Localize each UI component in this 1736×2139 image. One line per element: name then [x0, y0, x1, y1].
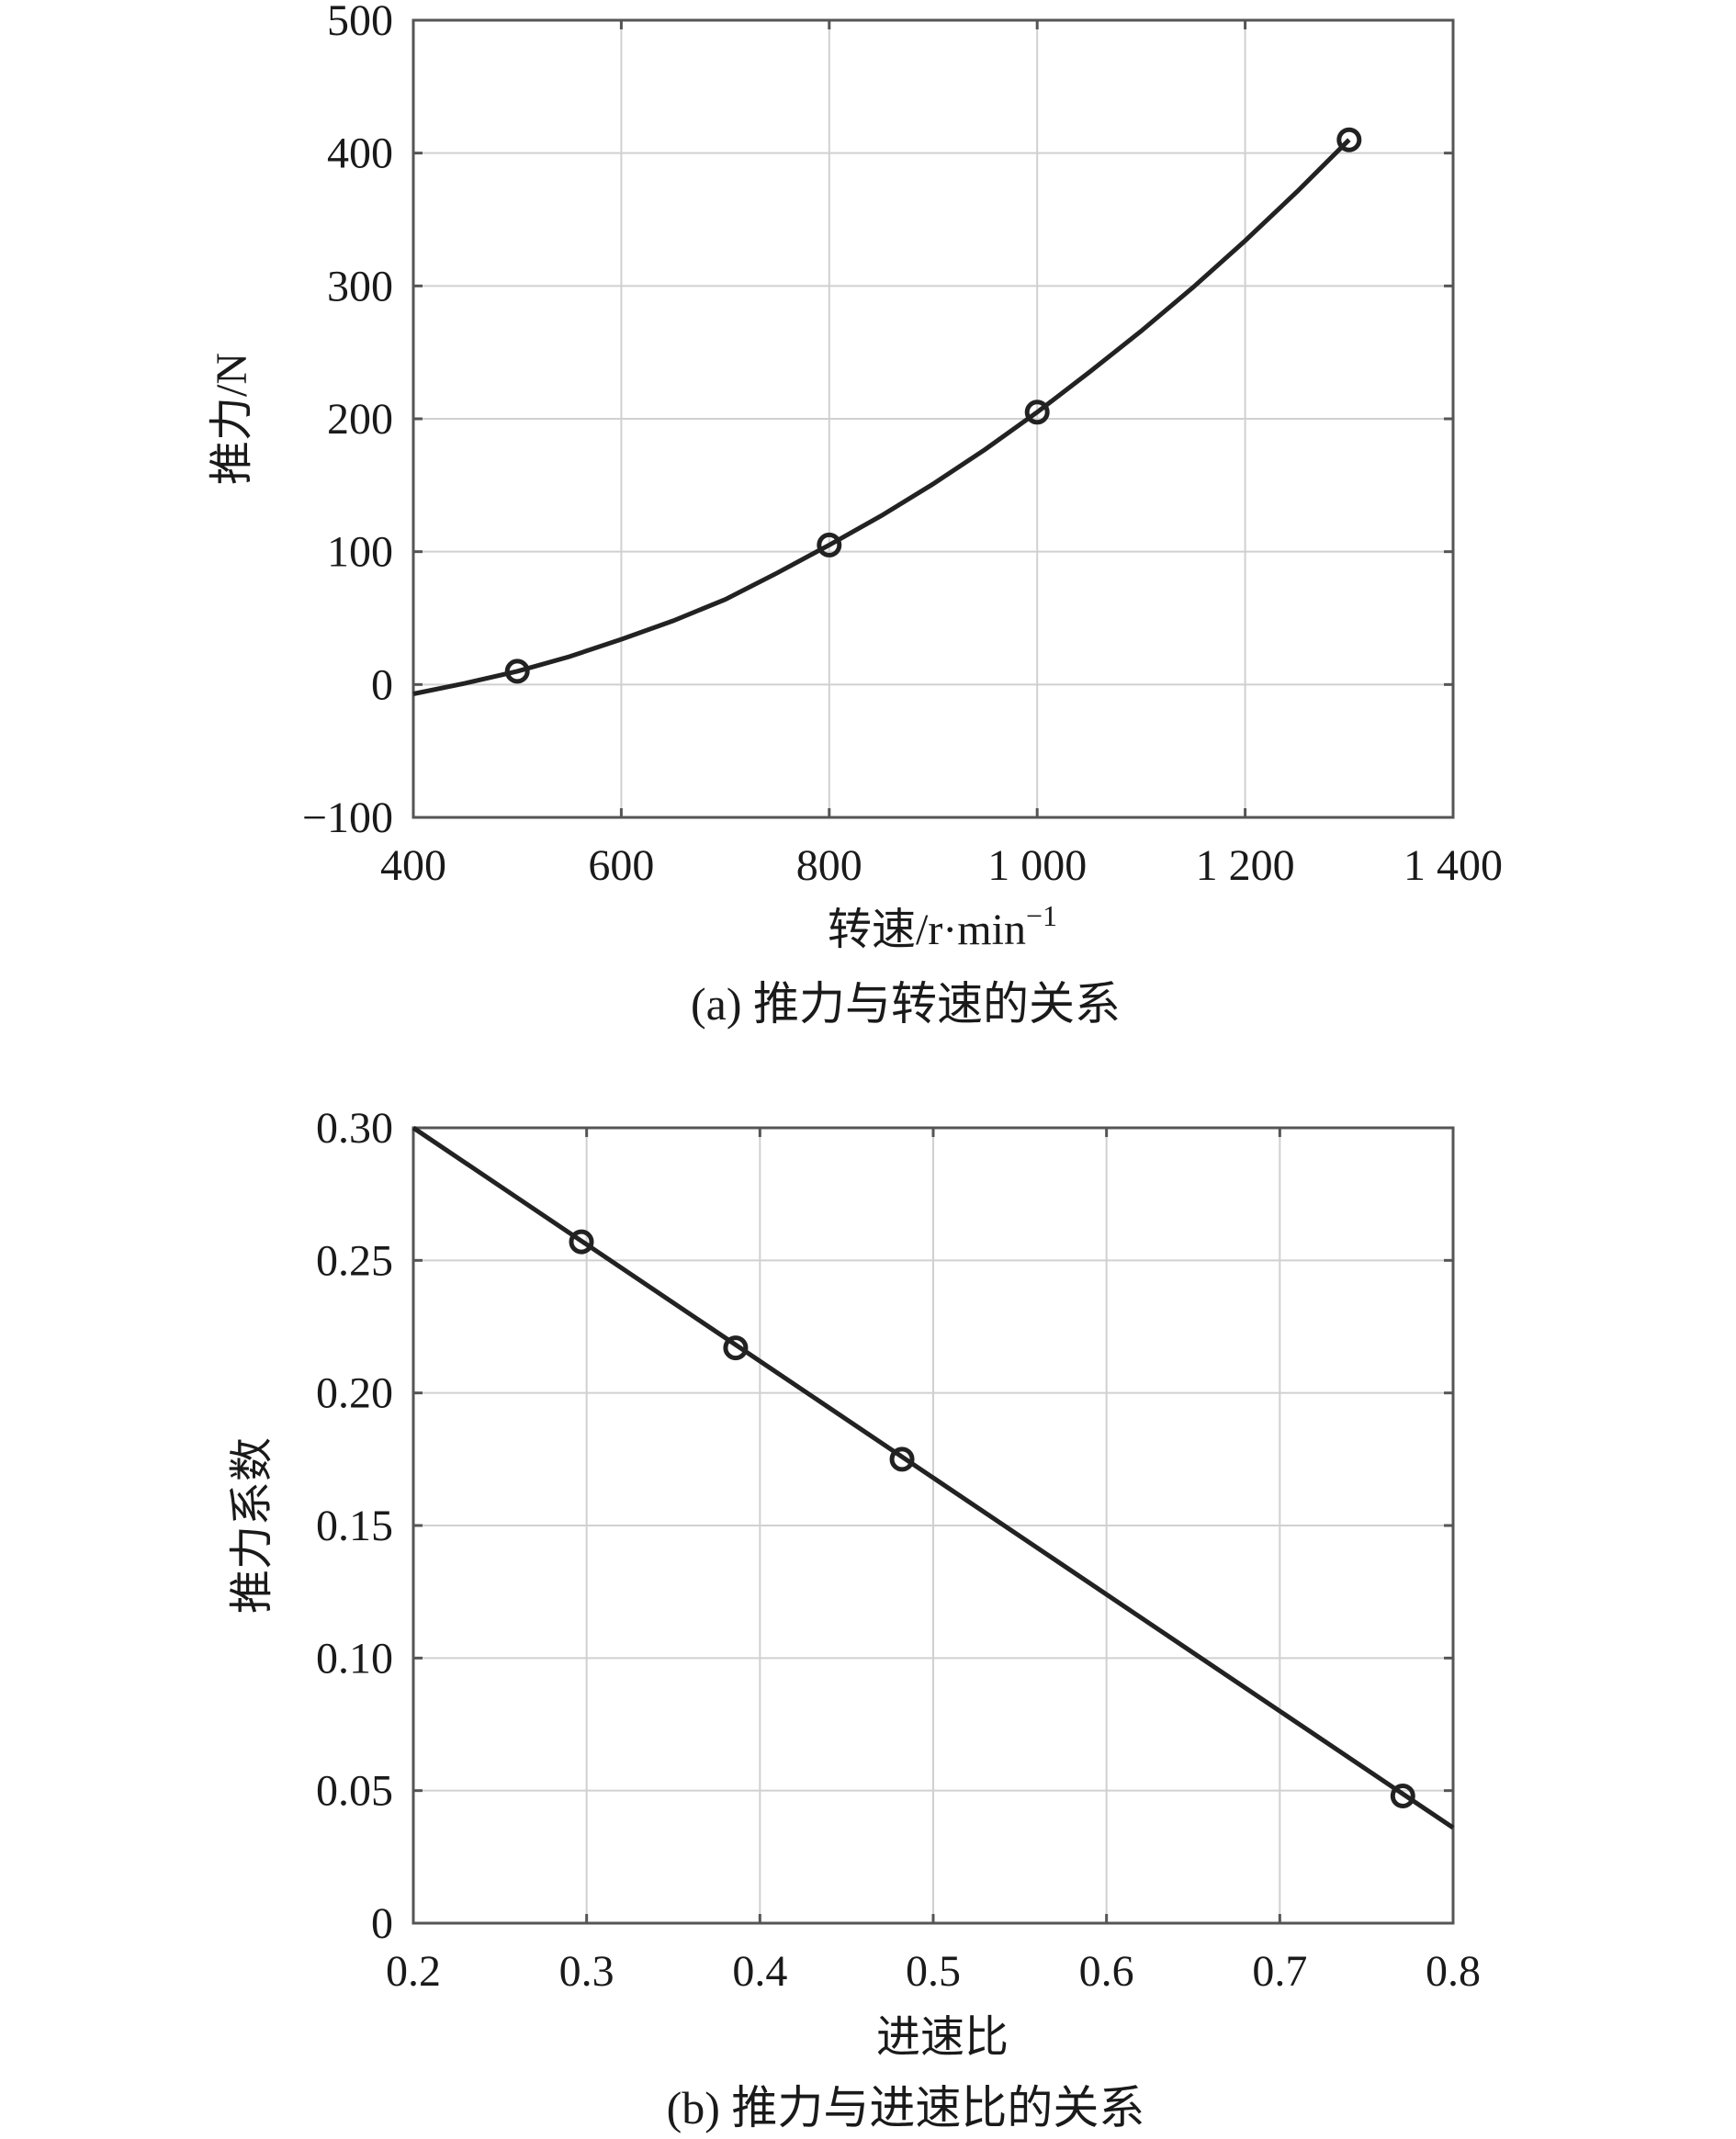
- data-point-marker: [889, 1447, 915, 1472]
- data-point-marker: [569, 1229, 594, 1255]
- y-tick-label: 0: [371, 660, 393, 709]
- x-tick-label: 0.5: [906, 1947, 961, 1996]
- chart-caption: (a) 推力与转速的关系: [691, 978, 1121, 1030]
- y-tick-label: 0.25: [316, 1236, 393, 1285]
- x-axis-label-superscript: −1: [1026, 899, 1057, 932]
- data-point-marker: [1336, 127, 1362, 152]
- y-tick-label: 500: [327, 0, 393, 45]
- x-tick-label: 800: [796, 841, 862, 890]
- x-axis-label: 转速/r·min−1: [828, 899, 1057, 954]
- data-point-marker: [817, 532, 842, 557]
- x-tick-label: 0.8: [1426, 1947, 1481, 1996]
- x-tick-label: 1 000: [987, 841, 1087, 890]
- fit-curve: [411, 1125, 1455, 1830]
- y-tick-label: 300: [327, 262, 393, 310]
- x-tick-label: 0.6: [1079, 1947, 1134, 1996]
- data-point-marker: [723, 1335, 749, 1361]
- y-axis-label: 推力/N: [208, 353, 256, 485]
- x-axis-label-text: 转速/r·min: [828, 906, 1026, 954]
- x-tick-label: 400: [380, 841, 446, 890]
- chart-a: 400 600 800 1 000 1 200 1 400−100010020030040…: [208, 0, 1503, 1030]
- y-tick-label: 0.05: [316, 1767, 393, 1816]
- data-point-marker: [1024, 400, 1050, 425]
- chart-b: 0.2 0.3 0.4 0.5 0.6 0.7 0.8 0 0.05 0.10 0.15 0.20 0.…: [228, 1104, 1481, 2133]
- y-tick-label: −100: [302, 794, 393, 842]
- y-tick-label: 200: [327, 395, 393, 444]
- x-tick-label: 0.2: [386, 1947, 441, 1996]
- y-tick-label: 0.20: [316, 1369, 393, 1418]
- data-point-marker: [1390, 1783, 1415, 1808]
- y-axis-label: 推力系数: [228, 1437, 276, 1614]
- fit-curve: [412, 138, 1351, 696]
- chart-caption: (b) 推力与进速比的关系: [667, 2082, 1145, 2133]
- x-tick-label: 0.3: [559, 1947, 614, 1996]
- x-tick-label: 600: [588, 841, 654, 890]
- y-tick-label: 0.15: [316, 1502, 393, 1550]
- y-tick-label: 100: [327, 528, 393, 577]
- x-tick-label: 1 400: [1403, 841, 1503, 890]
- y-tick-label: 0.10: [316, 1634, 393, 1683]
- x-axis-label: 进速比: [876, 2013, 1009, 2062]
- y-tick-label: 0: [371, 1899, 393, 1948]
- x-tick-label: 0.4: [732, 1947, 787, 1996]
- y-tick-label: 400: [327, 129, 393, 178]
- data-point-marker: [504, 659, 530, 684]
- y-tick-label: 0.30: [316, 1104, 393, 1153]
- x-tick-label: 0.7: [1252, 1947, 1307, 1996]
- x-tick-label: 1 200: [1196, 841, 1295, 890]
